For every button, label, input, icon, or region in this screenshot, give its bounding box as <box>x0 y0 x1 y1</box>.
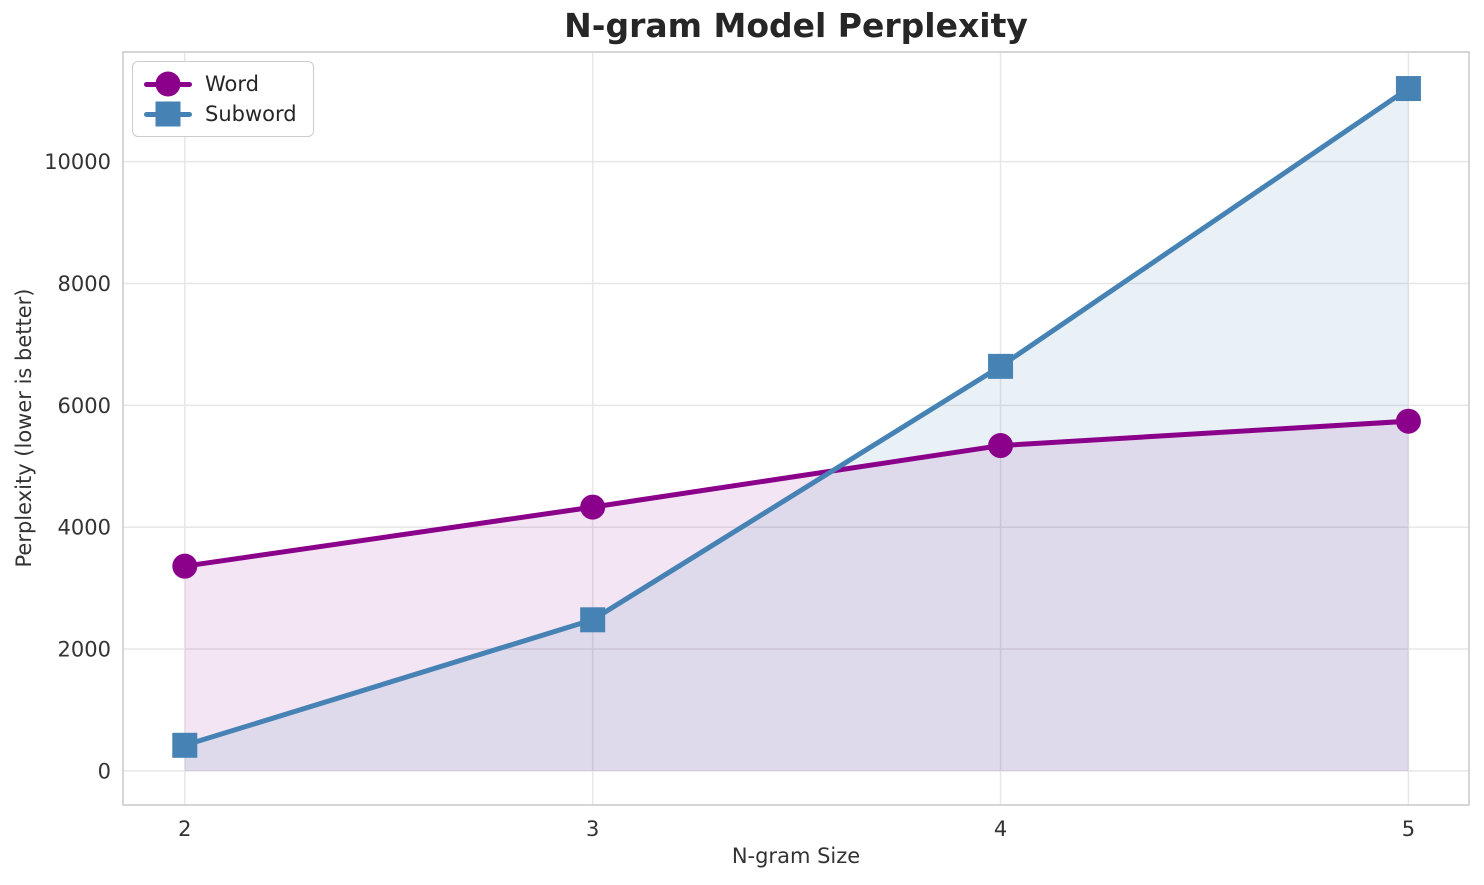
x-tick-label: 3 <box>586 817 599 841</box>
y-tick-label: 6000 <box>58 394 111 418</box>
y-tick-label: 2000 <box>58 638 111 662</box>
y-tick-label: 10000 <box>44 150 111 174</box>
legend-item-subword: Subword <box>144 99 297 129</box>
chart-title: N-gram Model Perplexity <box>564 6 1028 45</box>
x-axis-label: N-gram Size <box>731 844 861 868</box>
subword-data-point-marker <box>172 732 198 758</box>
subword-series-swatch <box>144 101 192 128</box>
x-tick-label: 4 <box>994 817 1007 841</box>
subword-data-point-marker <box>580 607 606 633</box>
legend-label-word: Word <box>205 72 259 96</box>
y-tick-label: 0 <box>98 759 111 783</box>
word-data-point-marker <box>988 433 1014 459</box>
subword-square-marker-icon <box>155 101 181 127</box>
word-area-fill <box>184 421 1409 771</box>
legend-item-word: Word <box>144 69 297 99</box>
subword-line <box>182 86 1411 748</box>
y-tick-label: 4000 <box>58 516 111 540</box>
subword-area-fill <box>184 88 1409 771</box>
y-tick-label: 8000 <box>58 272 111 296</box>
legend-label-subword: Subword <box>205 102 297 126</box>
word-data-point-marker <box>1395 408 1421 434</box>
word-series-swatch <box>144 71 192 98</box>
x-tick-label: 5 <box>1402 817 1415 841</box>
word-data-point-marker <box>580 494 606 520</box>
word-data-point-marker <box>172 553 198 579</box>
subword-data-point-marker <box>1395 76 1421 102</box>
plot-border <box>122 51 1470 806</box>
y-axis-label: Perplexity (lower is better) <box>12 288 36 568</box>
word-circle-marker-icon <box>155 71 181 97</box>
legend: Word Subword <box>132 61 314 137</box>
word-line <box>182 418 1411 569</box>
subword-data-point-marker <box>988 353 1014 379</box>
x-tick-label: 2 <box>178 817 191 841</box>
